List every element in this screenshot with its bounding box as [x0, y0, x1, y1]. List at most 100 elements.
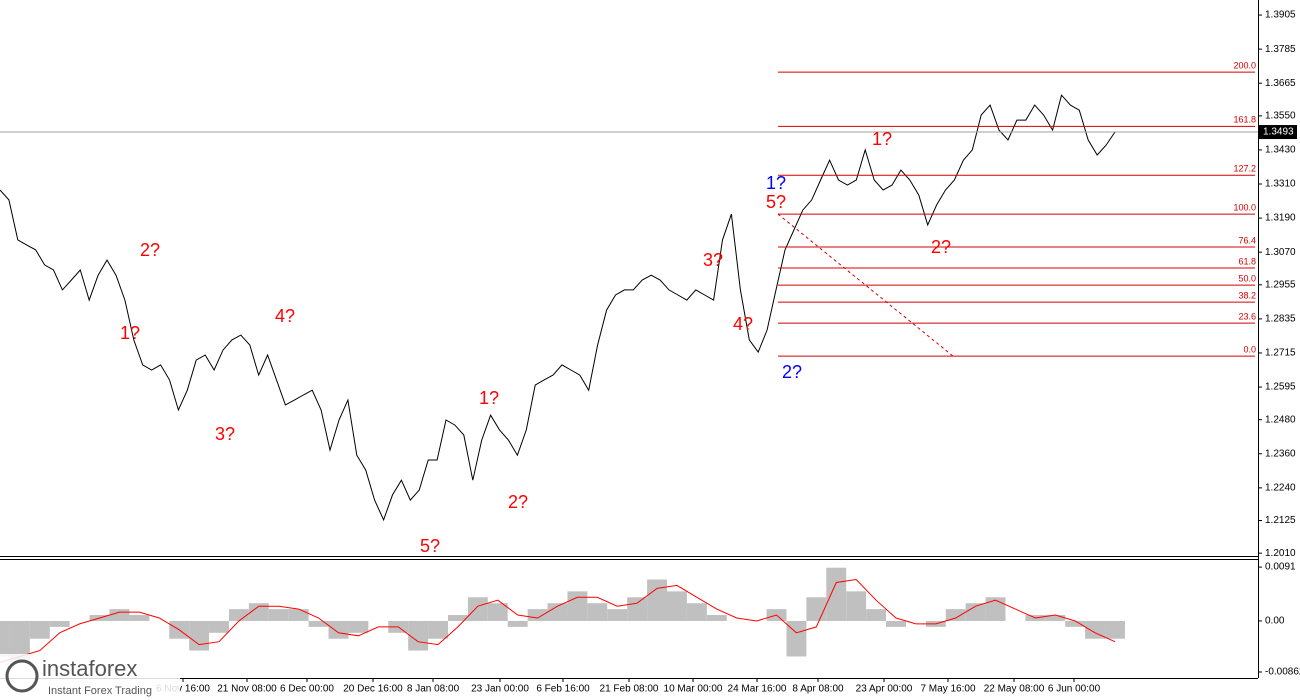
x-tick-label: 6 Jun 00:00	[1048, 684, 1101, 695]
fib-label: 76.4	[1238, 235, 1256, 245]
last-price-label: 1.3493	[1263, 127, 1294, 138]
x-tick-label: 21 Feb 08:00	[600, 684, 659, 695]
fib-trendline	[777, 213, 954, 357]
y-tick-label: 1.2240	[1265, 482, 1296, 493]
y-tick-label: 1.2715	[1265, 348, 1296, 359]
histogram-bar	[686, 603, 707, 621]
histogram-bar	[9, 620, 30, 663]
histogram-bar	[886, 620, 906, 627]
fib-label: 0.0	[1243, 344, 1256, 354]
histogram-bar	[806, 597, 827, 621]
watermark-logo	[5, 659, 39, 693]
y-tick-label: -0.00862	[1265, 667, 1300, 678]
signal-line	[0, 578, 1116, 663]
histogram-bar	[1065, 620, 1086, 627]
watermark-tagline: Instant Forex Trading	[48, 685, 152, 697]
y-tick-label: 1.3310	[1265, 179, 1296, 190]
watermark: instaforex Instant Forex Trading	[0, 654, 180, 700]
fib-label: 23.6	[1238, 312, 1256, 322]
histogram-bar	[268, 609, 289, 621]
wave-label: 2?	[508, 492, 528, 512]
wave-label: 3?	[215, 424, 235, 444]
wave-label: 2?	[782, 362, 802, 382]
histogram-bar	[328, 620, 349, 639]
fib-label: 100.0	[1233, 202, 1256, 212]
y-tick-label: 1.2595	[1265, 382, 1296, 393]
histogram-bar	[965, 603, 986, 621]
histogram-bar	[826, 567, 847, 621]
watermark-brand: instaforex	[42, 656, 137, 681]
x-tick-label: 6 Dec 00:00	[280, 684, 334, 695]
histogram-bar	[647, 579, 668, 621]
histogram-bar	[507, 620, 528, 627]
x-tick-label: 24 Mar 16:00	[728, 684, 787, 695]
histogram-bar	[209, 620, 229, 633]
wave-label: 3?	[703, 250, 723, 270]
histogram-bar	[447, 615, 468, 621]
fib-label: 200.0	[1233, 61, 1256, 71]
fib-label: 38.2	[1238, 291, 1256, 301]
y-tick-label: 1.3785	[1265, 44, 1296, 55]
histogram-bar	[248, 603, 269, 621]
x-tick-label: 10 Mar 00:00	[664, 684, 723, 695]
histogram-bar	[587, 603, 608, 621]
x-tick-label: 21 Nov 08:00	[217, 684, 277, 695]
y-tick-label: 0.00	[1265, 616, 1285, 627]
x-tick-label: 23 Jan 00:00	[471, 684, 529, 695]
y-tick-label: 1.2835	[1265, 314, 1296, 325]
histogram-bar	[467, 597, 488, 621]
histogram-bar	[129, 615, 150, 621]
histogram-bar	[408, 620, 429, 651]
histogram-bar	[1105, 620, 1125, 639]
histogram-bar	[49, 620, 70, 627]
histogram-bar	[866, 609, 887, 621]
y-tick-label: 1.2010	[1265, 548, 1296, 559]
histogram-bar	[109, 609, 130, 621]
histogram-bar	[308, 620, 329, 627]
histogram-bar	[189, 620, 210, 651]
x-tick-label: 20 Dec 16:00	[343, 684, 403, 695]
histogram-bar	[706, 615, 727, 621]
histogram-bar	[1085, 620, 1106, 639]
wave-label: 1?	[120, 323, 140, 343]
wave-label: 4?	[733, 314, 753, 334]
wave-label: 2?	[140, 240, 160, 260]
y-tick-label: 0.0091	[1265, 562, 1296, 573]
histogram-bar	[567, 591, 588, 621]
x-tick-label: 22 May 08:00	[984, 684, 1045, 695]
last-price-box	[1259, 125, 1297, 140]
wave-label: 5?	[766, 192, 786, 212]
histogram-bar	[607, 609, 628, 621]
wave-label: 2?	[931, 237, 951, 257]
y-tick-label: 1.2480	[1265, 414, 1296, 425]
histogram-bar	[288, 609, 309, 621]
wave-label: 4?	[275, 306, 295, 326]
y-tick-label: 1.3550	[1265, 110, 1296, 121]
y-tick-label: 1.2955	[1265, 279, 1296, 290]
histogram-bar	[667, 591, 687, 621]
histogram-bar	[547, 603, 568, 621]
y-tick-label: 1.3190	[1265, 213, 1296, 224]
y-tick-label: 1.3070	[1265, 247, 1296, 258]
histogram-bar	[786, 620, 807, 657]
y-tick-label: 1.3665	[1265, 78, 1296, 89]
x-tick-label: 6 Nov 16:00	[156, 684, 210, 695]
wave-label: 5?	[420, 536, 440, 556]
histogram-bar	[985, 597, 1006, 621]
histogram-bar	[428, 620, 448, 639]
x-tick-label: 23 Apr 00:00	[856, 684, 913, 695]
y-tick-label: 1.3905	[1265, 10, 1296, 21]
histogram-bar	[0, 620, 10, 657]
histogram-bar	[627, 597, 648, 621]
histogram-bar	[527, 609, 548, 621]
y-tick-label: 1.2125	[1265, 515, 1296, 526]
histogram-bar	[846, 591, 867, 621]
histogram-bar	[1045, 615, 1066, 621]
histogram-bar	[487, 603, 508, 621]
histogram-bar	[348, 620, 369, 633]
x-tick-label: 7 May 16:00	[920, 684, 975, 695]
histogram-bar	[945, 609, 966, 621]
histogram-bar	[228, 609, 249, 621]
y-tick-label: 1.3430	[1265, 145, 1296, 156]
